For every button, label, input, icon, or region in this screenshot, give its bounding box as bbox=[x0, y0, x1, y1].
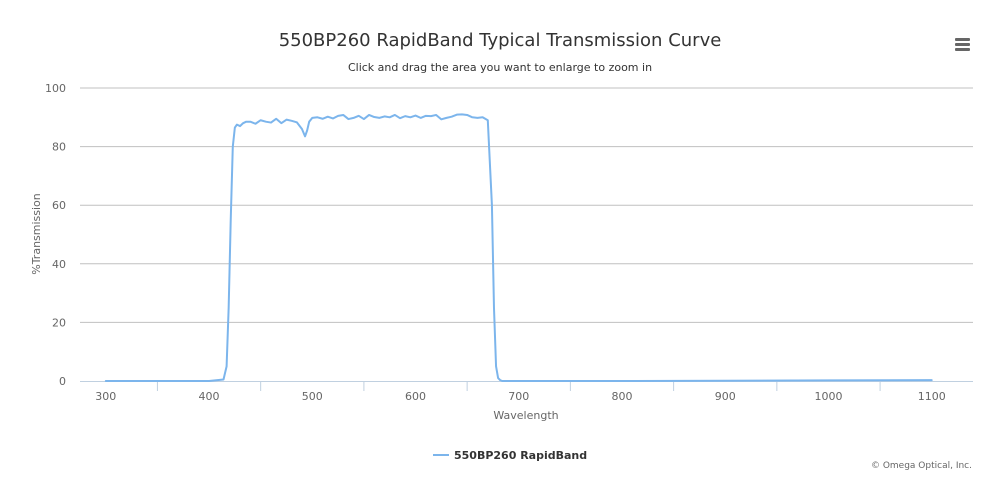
menu-bar-top bbox=[955, 38, 970, 41]
x-tick-label: 1000 bbox=[814, 390, 842, 403]
credits-text[interactable]: © Omega Optical, Inc. bbox=[870, 461, 972, 471]
x-tick-label: 600 bbox=[405, 390, 426, 403]
x-tick-label: 1100 bbox=[918, 390, 946, 403]
chart-subtitle: Click and drag the area you want to enla… bbox=[347, 61, 653, 74]
x-axis-ticks: 300 400 500 600 700 800 900 1000 1100 bbox=[95, 381, 946, 403]
legend[interactable]: 550BP260 RapidBand bbox=[433, 449, 587, 462]
x-tick-label: 900 bbox=[715, 390, 736, 403]
y-tick-label: 60 bbox=[52, 199, 66, 212]
x-axis-label: Wavelength bbox=[493, 409, 558, 422]
y-axis-ticks: 0 20 40 60 80 100 bbox=[45, 82, 66, 388]
y-tick-label: 80 bbox=[52, 141, 66, 154]
y-tick-label: 40 bbox=[52, 258, 66, 271]
menu-bar-middle bbox=[955, 43, 970, 46]
x-tick-label: 700 bbox=[508, 390, 529, 403]
x-tick-label: 400 bbox=[199, 390, 220, 403]
hamburger-menu-icon[interactable] bbox=[952, 34, 974, 54]
series-line[interactable] bbox=[104, 113, 933, 382]
y-axis-label: %Transmission bbox=[30, 193, 43, 275]
x-tick-label: 300 bbox=[95, 390, 116, 403]
x-tick-label: 500 bbox=[302, 390, 323, 403]
y-tick-label: 0 bbox=[59, 375, 66, 388]
grid-lines bbox=[80, 87, 973, 323]
legend-item-label[interactable]: 550BP260 RapidBand bbox=[454, 449, 587, 462]
menu-bar-bottom bbox=[955, 48, 970, 51]
chart-title: 550BP260 RapidBand Typical Transmission … bbox=[278, 30, 722, 51]
x-tick-label: 800 bbox=[611, 390, 632, 403]
y-tick-label: 20 bbox=[52, 316, 66, 329]
y-tick-label: 100 bbox=[45, 82, 66, 95]
